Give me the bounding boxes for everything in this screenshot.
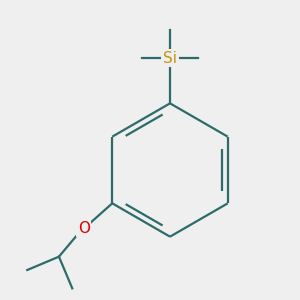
Text: Si: Si: [163, 51, 177, 66]
Text: O: O: [78, 221, 90, 236]
